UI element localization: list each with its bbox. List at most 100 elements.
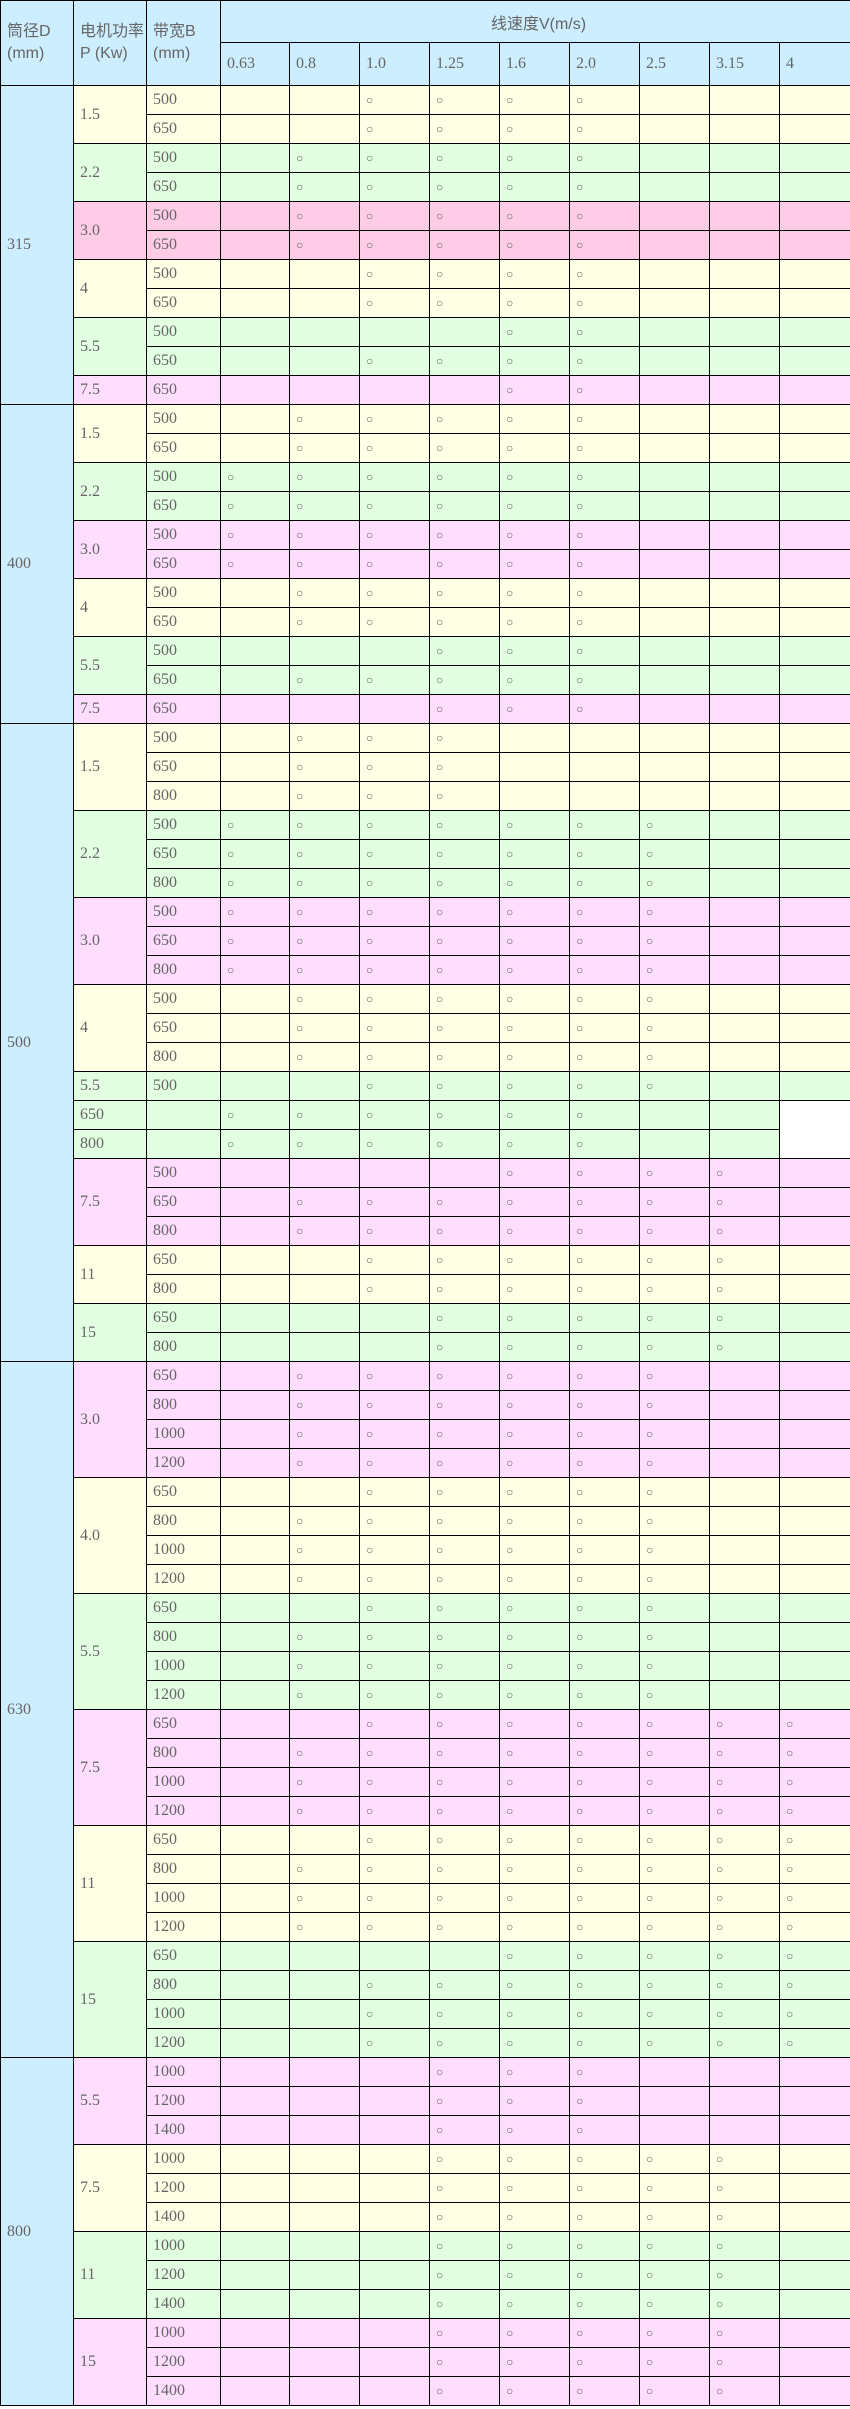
available-mark: ○ (289, 201, 360, 231)
empty-cell (220, 1796, 290, 1826)
empty-cell (220, 1941, 290, 1971)
belt-width-cell: 800 (146, 955, 221, 985)
empty-cell (359, 375, 430, 405)
available-mark: ○ (569, 549, 640, 579)
belt-width-cell: 1000 (146, 2144, 221, 2174)
empty-cell (220, 984, 290, 1014)
empty-cell (289, 1593, 360, 1623)
available-mark: ○ (289, 868, 360, 898)
available-mark: ○ (569, 1854, 640, 1884)
available-mark: ○ (709, 2028, 780, 2058)
empty-cell (778, 404, 850, 434)
available-mark: ○ (499, 868, 570, 898)
power-cell: 4.0 (73, 1477, 147, 1594)
available-mark: ○ (778, 1970, 850, 2000)
available-mark: ○ (359, 839, 430, 869)
available-mark: ○ (429, 1796, 500, 1826)
available-mark: ○ (639, 1477, 710, 1507)
available-mark: ○ (289, 1216, 360, 1246)
available-mark: ○ (639, 1448, 710, 1478)
available-mark: ○ (289, 810, 360, 840)
empty-cell (778, 114, 850, 144)
available-mark: ○ (569, 1448, 640, 1478)
empty-cell (778, 955, 850, 985)
available-mark: ○ (499, 1883, 570, 1913)
available-mark: ○ (569, 1622, 640, 1652)
table-row: 15 1000 ○ ○ ○ ○ ○ (1, 2318, 850, 2406)
empty-cell (639, 665, 710, 695)
available-mark: ○ (429, 85, 500, 115)
table-row: 650 ○ ○ ○ ○ (1, 114, 850, 144)
empty-cell (289, 2173, 360, 2203)
available-mark: ○ (429, 694, 500, 724)
available-mark: ○ (639, 1274, 710, 1304)
available-mark: ○ (359, 2028, 430, 2058)
empty-cell (359, 1303, 430, 1333)
empty-cell (709, 1361, 780, 1391)
empty-cell (359, 2260, 430, 2290)
available-mark: ○ (639, 897, 710, 927)
available-mark: ○ (359, 752, 430, 782)
available-mark: ○ (499, 1245, 570, 1275)
available-mark: ○ (499, 520, 570, 550)
available-mark: ○ (499, 665, 570, 695)
table-row: 650 ○ ○ ○ ○ ○ (1, 665, 850, 695)
table-row: 650 ○ ○ ○ ○ (1, 288, 850, 318)
available-mark: ○ (709, 1216, 780, 1246)
available-mark: ○ (709, 2260, 780, 2290)
available-mark: ○ (499, 1361, 570, 1391)
available-mark: ○ (499, 1506, 570, 1536)
available-mark: ○ (569, 1796, 640, 1826)
available-mark: ○ (639, 1941, 710, 1971)
empty-cell (220, 2115, 290, 2145)
available-mark: ○ (429, 2144, 500, 2174)
table-row: 4 500 ○ ○ ○ ○ ○ (1, 578, 850, 637)
belt-width-cell: 800 (146, 1622, 221, 1652)
empty-cell (778, 2057, 850, 2087)
available-mark: ○ (429, 1477, 500, 1507)
available-mark: ○ (569, 2318, 640, 2348)
available-mark: ○ (569, 2115, 640, 2145)
available-mark: ○ (289, 839, 360, 869)
available-mark: ○ (359, 1825, 430, 1855)
empty-cell (359, 2057, 430, 2087)
empty-cell (639, 578, 710, 608)
belt-width-cell: 1000 (146, 2318, 221, 2348)
available-mark: ○ (429, 1535, 500, 1565)
available-mark: ○ (639, 1042, 710, 1072)
empty-cell (220, 1651, 290, 1681)
available-mark: ○ (289, 723, 360, 753)
empty-cell (289, 1245, 360, 1275)
available-mark: ○ (569, 665, 640, 695)
available-mark: ○ (429, 1361, 500, 1391)
available-mark: ○ (289, 897, 360, 927)
available-mark: ○ (569, 1303, 640, 1333)
available-mark: ○ (499, 1390, 570, 1420)
empty-cell (220, 1419, 290, 1449)
available-mark: ○ (429, 1419, 500, 1449)
empty-cell (709, 752, 780, 782)
belt-width-cell: 650 (146, 230, 221, 260)
belt-width-cell: 500 (146, 810, 221, 840)
table-row: 1200 ○ ○ ○ ○ ○ ○ ○ ○ (1, 1796, 850, 1826)
available-mark: ○ (639, 1651, 710, 1681)
empty-cell (289, 317, 360, 347)
available-mark: ○ (359, 955, 430, 985)
empty-cell (220, 1883, 290, 1913)
table-row: 1400 ○ ○ ○ ○ ○ (1, 2289, 850, 2319)
available-mark: ○ (359, 1100, 430, 1130)
available-mark: ○ (429, 2289, 500, 2319)
available-mark: ○ (569, 288, 640, 318)
belt-width-cell: 650 (146, 694, 221, 724)
empty-cell (778, 1013, 850, 1043)
available-mark: ○ (499, 433, 570, 463)
table-row: 650 ○ ○ ○ ○ ○ (1, 433, 850, 463)
table-row: 1000 ○ ○ ○ ○ ○ ○ (1, 1535, 850, 1565)
available-mark: ○ (499, 984, 570, 1014)
empty-cell (359, 636, 430, 666)
table-row: 7.5 1000 ○ ○ ○ ○ ○ (1, 2144, 850, 2232)
available-mark: ○ (569, 1042, 640, 1072)
available-mark: ○ (499, 404, 570, 434)
available-mark: ○ (359, 114, 430, 144)
power-cell: 7.5 (73, 1709, 147, 1826)
